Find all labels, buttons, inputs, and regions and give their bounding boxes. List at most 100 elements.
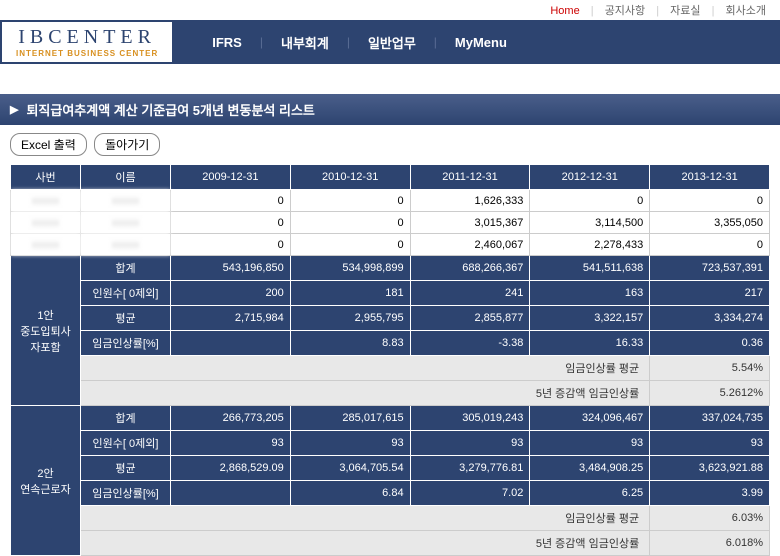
cell-value: 0	[171, 212, 291, 234]
cell-value: 3,279,776.81	[410, 456, 530, 481]
nav-ifrs[interactable]: IFRS	[204, 35, 250, 50]
summary-value: 5.54%	[650, 356, 770, 381]
section-label: 2안연속근로자	[11, 406, 81, 556]
nav-mymenu[interactable]: MyMenu	[447, 35, 515, 50]
cell-value: 541,511,638	[530, 256, 650, 281]
col-id: 사번	[11, 165, 81, 190]
top-links: Home | 공지사항 | 자료실 | 회사소개	[0, 0, 780, 20]
nav-separator: |	[250, 35, 273, 49]
nav-general[interactable]: 일반업무	[360, 33, 424, 52]
summary-label: 5년 증감액 임금인상률	[81, 381, 650, 406]
logo-main: IBCENTER	[16, 26, 158, 49]
cell-value: 181	[290, 281, 410, 306]
cell-value: 3,064,705.54	[290, 456, 410, 481]
home-link[interactable]: Home	[550, 5, 579, 17]
cell-value: 241	[410, 281, 530, 306]
logo[interactable]: IBCENTER INTERNET BUSINESS CENTER	[0, 20, 174, 64]
cell-value: 534,998,899	[290, 256, 410, 281]
cell-value: 0	[650, 190, 770, 212]
col-name: 이름	[81, 165, 171, 190]
cell-value: 337,024,735	[650, 406, 770, 431]
cell-value: 3,322,157	[530, 306, 650, 331]
button-row: Excel 출력 돌아가기	[0, 125, 780, 164]
section-row: 임금인상률[%]8.83-3.3816.330.36	[11, 331, 770, 356]
separator: |	[591, 5, 594, 17]
cell-value: 93	[530, 431, 650, 456]
cell-value: 2,868,529.09	[171, 456, 291, 481]
summary-row: 임금인상률 평균 6.03%	[11, 506, 770, 531]
cell-value: -3.38	[410, 331, 530, 356]
nav-separator: |	[424, 35, 447, 49]
table-row: xxxxx xxxxx 001,626,33300	[11, 190, 770, 212]
cell-value: 3,355,050	[650, 212, 770, 234]
cell-value	[171, 481, 291, 506]
summary-value: 6.018%	[650, 531, 770, 556]
cell-value: 0	[290, 212, 410, 234]
nav-separator: |	[337, 35, 360, 49]
cell-value: 7.02	[410, 481, 530, 506]
cell-value: 2,855,877	[410, 306, 530, 331]
col-date-2: 2011-12-31	[410, 165, 530, 190]
section-row: 평균2,868,529.093,064,705.543,279,776.813,…	[11, 456, 770, 481]
summary-row: 5년 증감액 임금인상률 6.018%	[11, 531, 770, 556]
cell-value: 6.84	[290, 481, 410, 506]
cell-id: xxxxx	[11, 234, 81, 256]
cell-value: 3.99	[650, 481, 770, 506]
cell-value: 0	[171, 190, 291, 212]
nav-internal[interactable]: 내부회계	[273, 33, 337, 52]
col-date-1: 2010-12-31	[290, 165, 410, 190]
cell-value: 0	[290, 190, 410, 212]
cell-value: 305,019,243	[410, 406, 530, 431]
cell-value: 3,015,367	[410, 212, 530, 234]
row-label: 합계	[81, 406, 171, 431]
cell-value: 0	[290, 234, 410, 256]
col-date-3: 2012-12-31	[530, 165, 650, 190]
section-row: 평균2,715,9842,955,7952,855,8773,322,1573,…	[11, 306, 770, 331]
page-title: 퇴직급여추계액 계산 기준급여 5개년 변동분석 리스트	[26, 100, 314, 119]
row-label: 평균	[81, 456, 171, 481]
cell-value: 8.83	[290, 331, 410, 356]
cell-value: 723,537,391	[650, 256, 770, 281]
cell-value: 688,266,367	[410, 256, 530, 281]
cell-value: 2,278,433	[530, 234, 650, 256]
cell-value: 2,460,067	[410, 234, 530, 256]
cell-value: 3,334,274	[650, 306, 770, 331]
cell-value: 266,773,205	[171, 406, 291, 431]
summary-label: 5년 증감액 임금인상률	[81, 531, 650, 556]
cell-value: 217	[650, 281, 770, 306]
main-nav: IFRS | 내부회계 | 일반업무 | MyMenu	[174, 20, 780, 64]
section-row: 1안중도입퇴사자포함합계543,196,850534,998,899688,26…	[11, 256, 770, 281]
cell-value: 0	[530, 190, 650, 212]
cell-value: 93	[650, 431, 770, 456]
cell-name: xxxxx	[81, 190, 171, 212]
cell-value: 200	[171, 281, 291, 306]
cell-value: 0	[650, 234, 770, 256]
section-row: 인원수[ 0제외]9393939393	[11, 431, 770, 456]
cell-value: 543,196,850	[171, 256, 291, 281]
cell-value: 93	[410, 431, 530, 456]
excel-button[interactable]: Excel 출력	[10, 133, 87, 156]
row-label: 인원수[ 0제외]	[81, 281, 171, 306]
cell-value: 16.33	[530, 331, 650, 356]
cell-value: 163	[530, 281, 650, 306]
archive-link[interactable]: 자료실	[670, 5, 700, 17]
summary-value: 6.03%	[650, 506, 770, 531]
table-header-row: 사번 이름 2009-12-31 2010-12-31 2011-12-31 2…	[11, 165, 770, 190]
summary-label: 임금인상률 평균	[81, 356, 650, 381]
cell-name: xxxxx	[81, 234, 171, 256]
cell-value: 2,715,984	[171, 306, 291, 331]
notice-link[interactable]: 공지사항	[605, 5, 645, 17]
separator: |	[712, 5, 715, 17]
cell-value	[171, 331, 291, 356]
cell-value: 324,096,467	[530, 406, 650, 431]
col-date-4: 2013-12-31	[650, 165, 770, 190]
data-table: 사번 이름 2009-12-31 2010-12-31 2011-12-31 2…	[10, 164, 770, 556]
back-button[interactable]: 돌아가기	[94, 133, 160, 156]
row-label: 임금인상률[%]	[81, 481, 171, 506]
company-link[interactable]: 회사소개	[726, 5, 766, 17]
cell-value: 6.25	[530, 481, 650, 506]
section-row: 2안연속근로자합계266,773,205285,017,615305,019,2…	[11, 406, 770, 431]
cell-value: 93	[290, 431, 410, 456]
cell-value: 93	[171, 431, 291, 456]
row-label: 합계	[81, 256, 171, 281]
